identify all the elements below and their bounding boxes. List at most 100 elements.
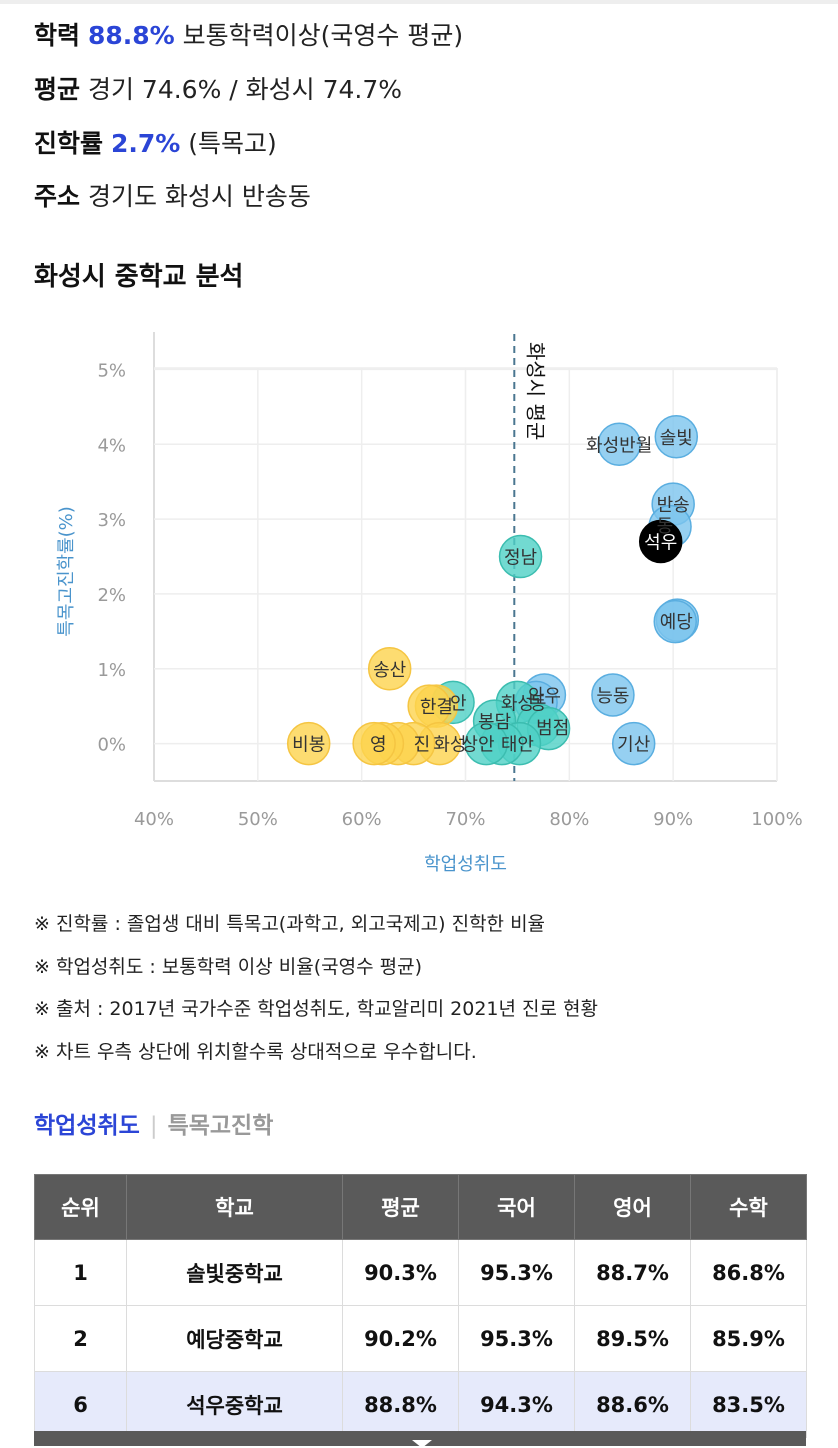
section-title: 화성시 중학교 분석	[34, 262, 244, 292]
cell-school: 석우중학교	[126, 1371, 343, 1438]
cell-rank: 2	[34, 1305, 127, 1372]
point-label: 태안	[501, 735, 534, 756]
info-advance: 진학률 2.7% (특목고)	[34, 128, 277, 160]
ranking-table: 순위 학교 평균 국어 영어 수학 1 솔빛중학교 90.3% 95.3% 88…	[34, 1174, 807, 1438]
cell-average: 88.8%	[342, 1371, 459, 1438]
tab-separator: |	[149, 1113, 158, 1139]
cell-rank: 1	[34, 1239, 127, 1306]
point-label: 영	[370, 735, 387, 756]
point-label: 기산	[617, 735, 650, 756]
cell-korean: 94.3%	[458, 1371, 575, 1438]
point-label: 정남	[504, 548, 537, 569]
cell-english: 88.7%	[574, 1239, 691, 1306]
data-point	[498, 534, 543, 579]
point-label: 능동	[596, 686, 629, 707]
data-point	[591, 673, 635, 717]
info-achievement-key: 학력	[34, 21, 81, 50]
table-header-row: 순위 학교 평균 국어 영어 수학	[34, 1174, 807, 1240]
info-address-desc: 경기도 화성시 반송동	[87, 182, 311, 211]
chart-notes: ※ 진학률 : 졸업생 대비 특목고(과학고, 외고국제고) 진학한 비율 ※ …	[34, 908, 598, 1078]
note-achievement: ※ 학업성취도 : 보통학력 이상 비율(국영수 평균)	[34, 955, 423, 978]
reference-line-label: 화성시 평균	[523, 342, 547, 440]
info-achievement-desc: 보통학력이상(국영수 평균)	[182, 21, 464, 50]
x-axis-label: 학업성취도	[424, 854, 507, 875]
info-advance-value: 2.7%	[110, 129, 181, 158]
point-label: 비봉	[292, 735, 325, 756]
header-average: 평균	[342, 1174, 459, 1240]
y-tick-label: 3%	[97, 510, 126, 531]
y-tick-label: 4%	[97, 435, 126, 456]
cell-school: 솔빛중학교	[126, 1239, 343, 1306]
header-english: 영어	[574, 1174, 691, 1240]
header-rank: 순위	[34, 1174, 127, 1240]
x-tick-label: 60%	[342, 809, 382, 830]
scatter-chart: 0% 1% 2% 3% 4% 5% 40% 50% 60% 70% 80% 90% 100% 화성시 평…	[56, 332, 803, 875]
ranking-tabs: 학업성취도 | 특목고진학	[34, 1106, 273, 1140]
table-row[interactable]: 2 예당중학교 90.2% 95.3% 89.5% 85.9%	[34, 1305, 807, 1372]
top-divider	[0, 0, 838, 4]
cell-english: 88.6%	[574, 1371, 691, 1438]
point-label: 화성반월	[586, 435, 652, 456]
point-label: 안	[450, 693, 467, 714]
chart-ticks: 0% 1% 2% 3% 4% 5% 40% 50% 60% 70% 80% 90% 100%	[97, 360, 802, 830]
note-position: ※ 차트 우측 상단에 위치할수록 상대적으로 우수합니다.	[34, 1040, 477, 1063]
point-label: 솔빛	[660, 428, 693, 449]
chart-points	[286, 415, 700, 766]
data-point	[653, 599, 697, 644]
cell-school: 예당중학교	[126, 1305, 343, 1372]
data-point	[464, 721, 509, 766]
cell-math: 85.9%	[690, 1305, 807, 1372]
point-label: 반송	[657, 495, 690, 516]
cell-math: 86.8%	[690, 1239, 807, 1306]
y-tick-label: 1%	[97, 660, 126, 681]
info-average: 평균 경기 74.6% / 화성시 74.7%	[34, 74, 402, 106]
table-expand-bar[interactable]	[34, 1431, 806, 1448]
point-label: 진	[414, 735, 431, 756]
cell-average: 90.2%	[342, 1305, 459, 1372]
chevron-down-icon	[412, 1440, 432, 1448]
info-achievement-value: 88.8%	[87, 21, 175, 50]
info-advance-desc: (특목고)	[188, 129, 277, 158]
x-tick-label: 100%	[751, 809, 802, 830]
info-address: 주소 경기도 화성시 반송동	[34, 181, 311, 213]
cell-math: 83.5%	[690, 1371, 807, 1438]
point-label: 동	[530, 693, 547, 714]
data-point	[352, 721, 396, 766]
note-source: ※ 출처 : 2017년 국가수준 학업성취도, 학교알리미 2021년 진로 …	[34, 998, 598, 1020]
chart-grid	[153, 332, 778, 782]
cell-average: 90.3%	[342, 1239, 459, 1306]
point-label: 석우	[644, 533, 677, 554]
cell-korean: 95.3%	[458, 1305, 575, 1372]
y-tick-label: 2%	[97, 585, 126, 606]
point-label: 화성	[501, 693, 534, 714]
x-tick-label: 90%	[653, 809, 693, 830]
cell-korean: 95.3%	[458, 1239, 575, 1306]
point-label: 송산	[373, 660, 406, 681]
cell-english: 89.5%	[574, 1305, 691, 1372]
point-label: 와우	[528, 686, 561, 707]
info-average-desc: 경기 74.6% / 화성시 74.7%	[87, 75, 403, 104]
x-tick-label: 70%	[445, 809, 485, 830]
tab-achievement[interactable]: 학업성취도	[34, 1113, 140, 1139]
table-row[interactable]: 1 솔빛중학교 90.3% 95.3% 88.7% 86.8%	[34, 1239, 807, 1306]
x-tick-label: 50%	[238, 809, 278, 830]
data-point	[367, 647, 412, 691]
y-axis-label: 특목고진학률(%)	[56, 506, 77, 637]
point-label: 한결	[420, 697, 453, 718]
point-label: 점	[553, 718, 570, 739]
point-label: 동	[657, 516, 674, 537]
header-korean: 국어	[458, 1174, 575, 1240]
data-point	[286, 721, 331, 766]
point-label: 예당	[660, 612, 693, 633]
data-point	[654, 415, 699, 459]
info-address-key: 주소	[34, 182, 81, 211]
header-math: 수학	[690, 1174, 807, 1240]
data-point	[611, 721, 656, 766]
data-point	[597, 422, 641, 466]
header-school: 학교	[126, 1174, 343, 1240]
table-row-current-school[interactable]: 6 석우중학교 88.8% 94.3% 88.6% 83.5%	[34, 1371, 807, 1438]
point-label: 화성	[433, 735, 466, 756]
info-achievement: 학력 88.8% 보통학력이상(국영수 평균)	[34, 20, 463, 52]
tab-special-high[interactable]: 특목고진학	[167, 1113, 274, 1139]
